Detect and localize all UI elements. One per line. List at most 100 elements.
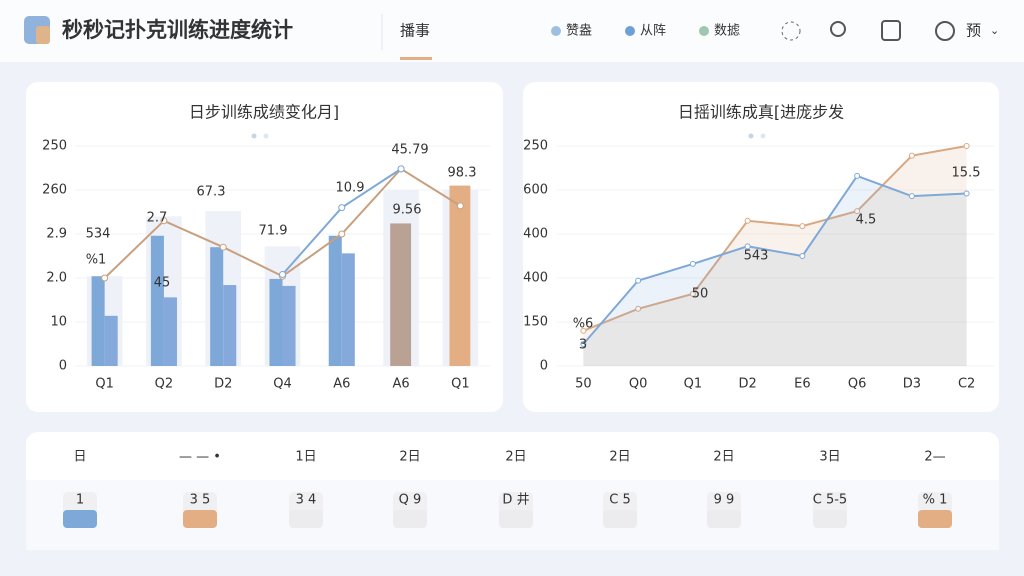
y-tick-label: 0 [540,359,548,374]
annotation: 534 [86,227,111,242]
annotation: 9.56 [393,203,422,218]
badge-fill [289,510,323,528]
point [799,253,806,259]
y-tick-label: 260 [42,183,67,198]
y-tick-label: 400 [523,271,548,286]
table-cell[interactable]: 3 4 [296,493,317,508]
table-header: 日 [73,450,86,465]
legend-dot [551,26,561,36]
badge-fill [499,510,533,528]
point [338,204,346,212]
annotation: %1 [86,253,107,268]
table-header: 2— [924,450,945,465]
table-header: — — • [179,450,221,465]
table-cell[interactable]: C 5 [609,493,630,508]
bar [449,185,471,366]
badge-fill [183,510,217,528]
x-tick-label: 50 [575,377,592,392]
table-header: 3日 [819,450,840,465]
table-cell[interactable]: 9 9 [714,493,735,508]
legend-label[interactable]: 从阵 [640,24,666,39]
table-header: 1日 [295,450,316,465]
annotation: 10.9 [336,181,365,196]
top-bar [0,0,1024,62]
annotation: 543 [744,249,769,264]
legend-label[interactable]: 数摅 [714,24,740,39]
table-header: 2日 [713,450,734,465]
y-tick-label: 400 [523,227,548,242]
tab[interactable]: 播事 [400,22,430,40]
x-tick-label: C2 [958,377,975,392]
user-name[interactable]: 预 [966,22,981,40]
y-tick-label: 250 [523,139,548,154]
title-dot [760,133,766,139]
y-tick-label: 0 [59,359,67,374]
x-tick-label: D2 [738,377,756,392]
area [583,146,967,366]
app-title: 秒秒记扑克训练进度统计 [62,18,293,42]
y-tick-label: 150 [523,315,548,330]
line [583,145,967,332]
annotation: 67.3 [197,185,226,200]
point [908,152,915,159]
point [635,277,642,284]
point [744,217,751,224]
table-header: 2日 [505,450,526,465]
table-cell[interactable]: 3 5 [190,493,211,508]
legend-label[interactable]: 赞盎 [566,24,592,39]
loading-icon[interactable] [781,21,801,41]
annotation: 45.79 [391,143,428,158]
table-cell[interactable]: Q 9 [399,493,422,508]
point [689,260,696,267]
bar [91,276,105,366]
calendar-icon[interactable] [881,20,901,41]
tab-indicator [400,57,432,60]
point [219,243,227,251]
point [101,274,109,282]
x-tick-label: Q4 [273,377,292,392]
point [338,230,346,238]
badge-fill [63,510,97,528]
point [635,305,642,312]
x-tick-label: Q1 [451,377,470,392]
title-dot [251,133,257,139]
bar [163,297,177,366]
title-dot [748,133,754,139]
x-tick-label: A6 [333,377,350,392]
badge-fill [603,510,637,528]
search-icon[interactable] [830,21,846,37]
bar [210,247,224,366]
x-tick-label: Q0 [629,377,648,392]
y-tick-label: 2.0 [46,271,67,286]
badge-fill [813,510,847,528]
table-cell[interactable]: D 井 [502,493,529,508]
badge-fill [918,510,952,528]
annotation: 71.9 [259,224,288,239]
point [799,223,806,230]
chart-title: 日摇训练成真[进庞步发 [678,103,844,122]
point [160,217,168,225]
annotation: 15.5 [952,166,981,181]
bar [223,285,237,366]
point [456,202,464,210]
table-cell[interactable]: % 1 [923,493,948,508]
bar [104,315,118,366]
card [523,82,999,412]
annotation: 45 [154,276,171,291]
bar [269,278,283,366]
x-tick-label: Q1 [684,377,703,392]
line [582,174,967,345]
bar [282,285,296,366]
point [580,341,587,347]
table-cell[interactable]: 1 [76,493,84,508]
annotation: 98.3 [448,166,477,181]
x-tick-label: E6 [794,377,811,392]
avatar[interactable] [935,21,955,41]
badge-fill [707,510,741,528]
annotation: 2.7 [147,211,168,226]
table-cell[interactable]: C 5-5 [813,493,847,508]
point [854,208,861,215]
dropdown-arrow[interactable]: ⌄ [990,24,999,37]
logo-part [36,26,50,44]
point [963,143,970,149]
